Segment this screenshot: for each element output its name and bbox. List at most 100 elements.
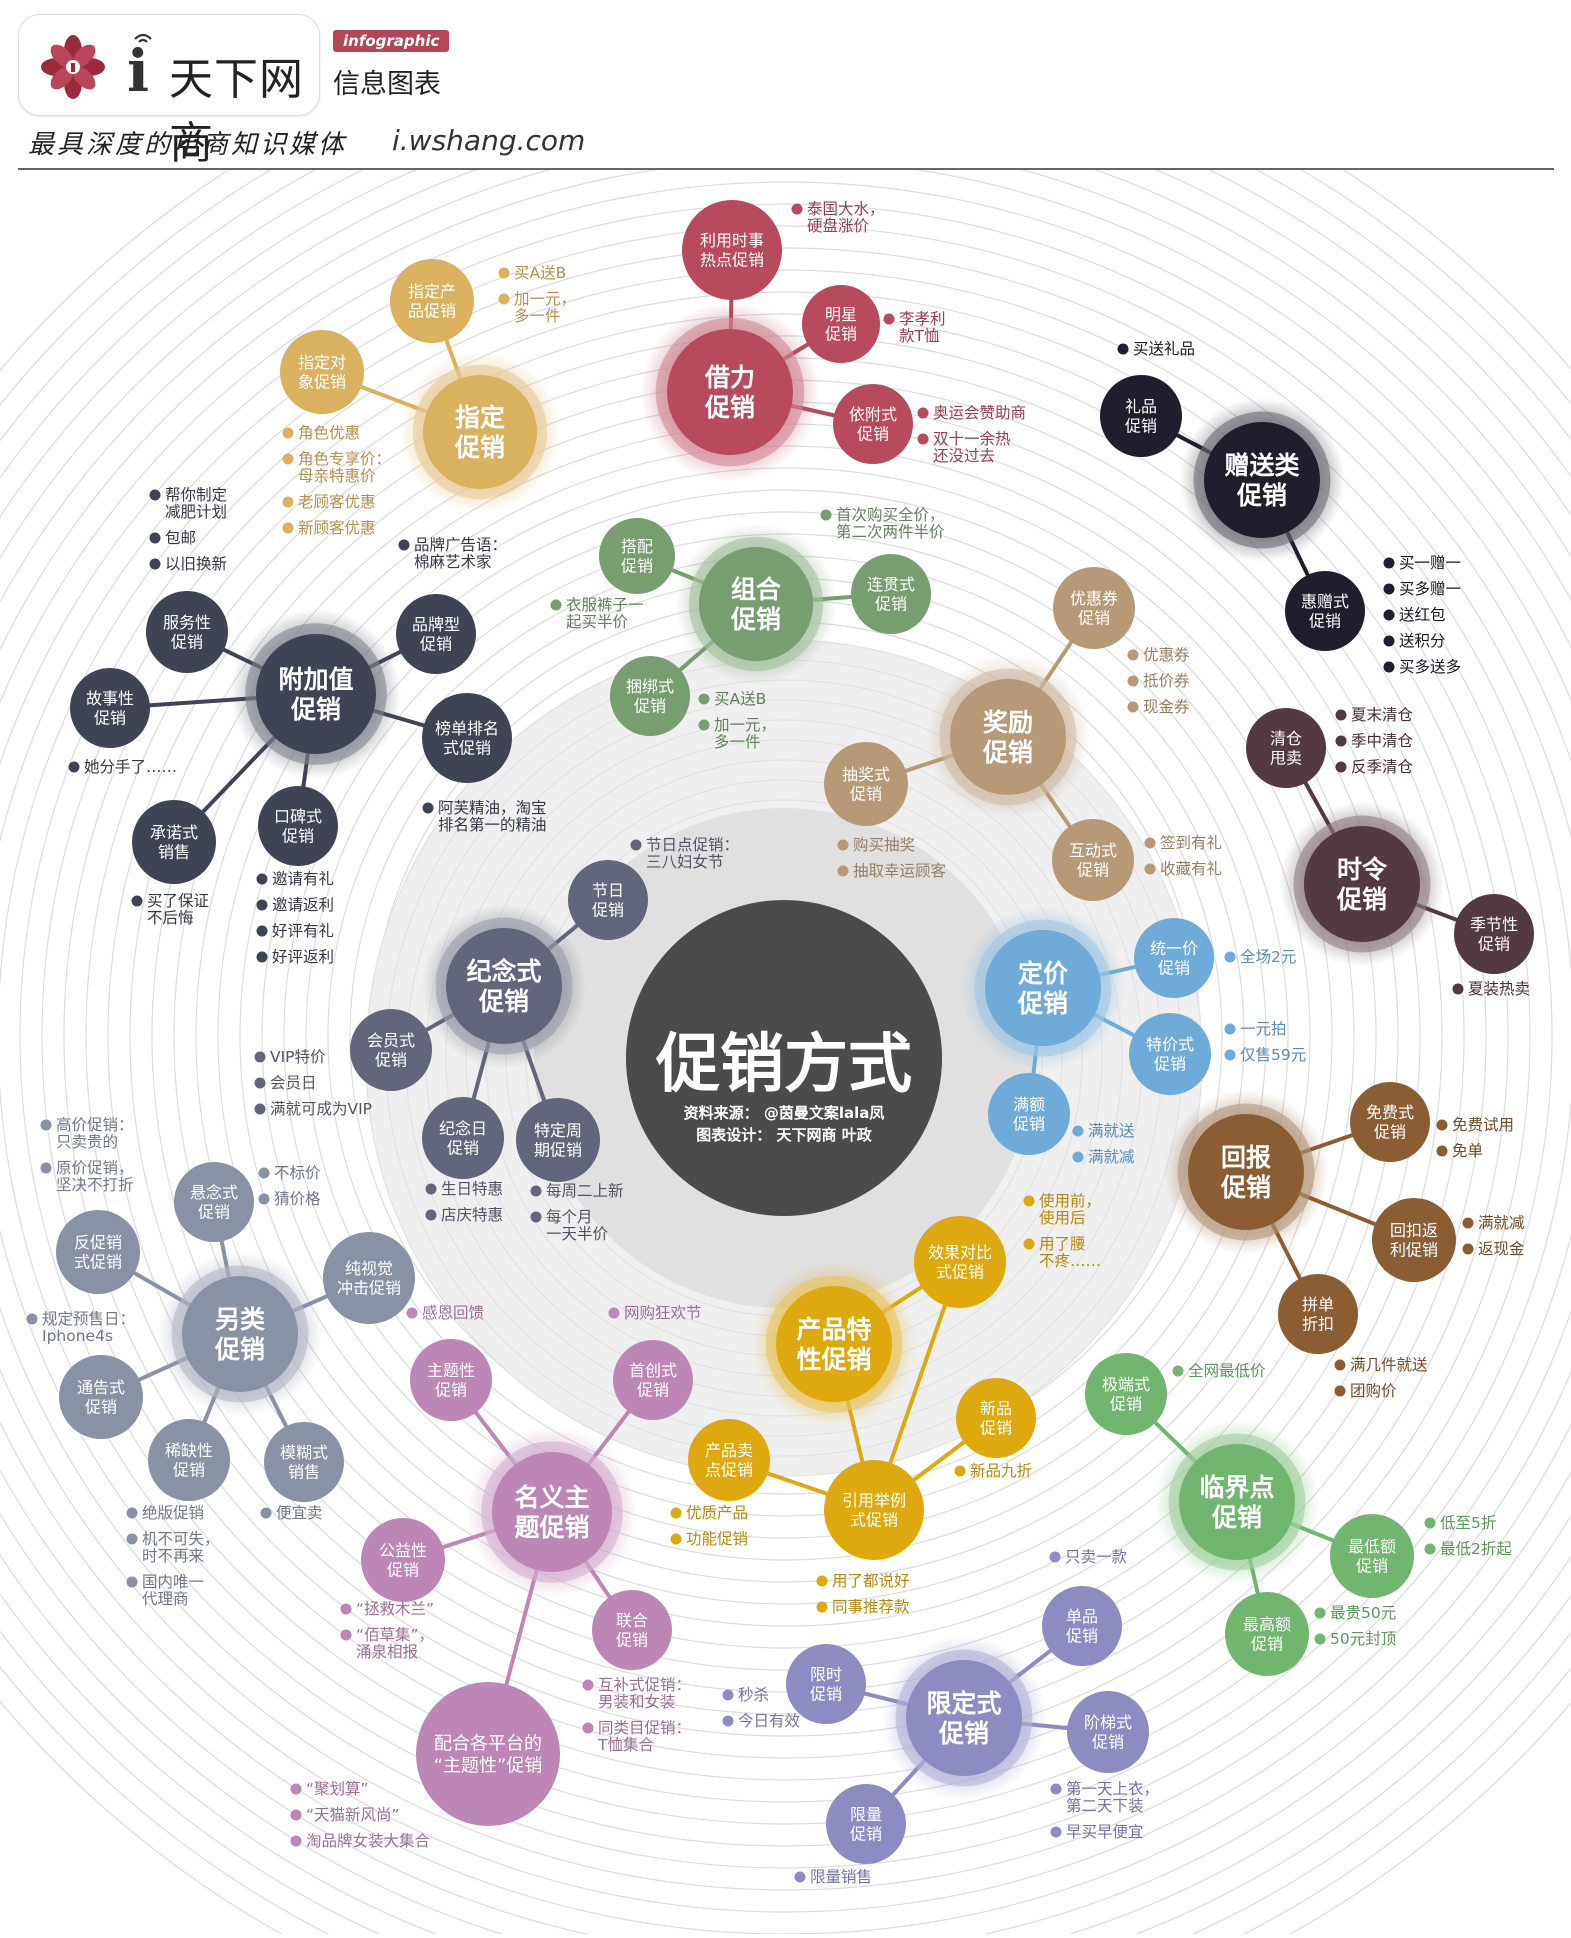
bullet-dot [530, 1211, 542, 1223]
node-label: 特定周 [534, 1121, 582, 1140]
note-text: Iphone4s [42, 1327, 113, 1345]
bullet-dot [258, 1193, 270, 1205]
bullet-dot [1383, 557, 1395, 569]
bullet-dot [1050, 1783, 1062, 1795]
site-url[interactable]: i.wshang.com [392, 124, 586, 157]
bullet-dot [498, 293, 510, 305]
bullet-dot [149, 532, 161, 544]
node-disc [826, 1784, 906, 1864]
note-item: “聚划算” [290, 1779, 369, 1798]
note-text: 包邮 [165, 529, 196, 547]
note-text: 反季清仓 [1351, 758, 1414, 776]
logo-box[interactable]: i 天下网商 [18, 14, 320, 169]
note-text: 奥运会赞助商 [933, 404, 1026, 422]
note-item: 每个月 一天半价 [530, 1208, 609, 1243]
note-item: 节日点促销： 三八妇女节 [630, 836, 739, 871]
note-item: 夏装热卖 [1452, 980, 1530, 998]
node-配合各平台的主题性促销[interactable]: 配合各平台的“主题性”促销 [416, 1682, 560, 1826]
bullet-dot [582, 1679, 594, 1691]
node-disc [786, 1644, 866, 1724]
note-item: 店庆特惠 [425, 1206, 503, 1224]
node-label: 稀缺性 [165, 1441, 213, 1460]
bullet-dot [260, 1507, 272, 1519]
center-design: 图表设计： 天下网商 叶政 [696, 1126, 872, 1144]
note-item: 买了保证 不后悔 [131, 892, 209, 927]
bullet-dot [1334, 1359, 1346, 1371]
node-label: 促销 [1066, 1626, 1098, 1645]
note-text: 只卖贵的 [56, 1133, 118, 1151]
note-text: 棉麻艺术家 [414, 553, 492, 571]
node-disc [985, 930, 1101, 1046]
note-text: 新顾客优惠 [298, 519, 376, 537]
bullet-dot [1050, 1826, 1062, 1838]
